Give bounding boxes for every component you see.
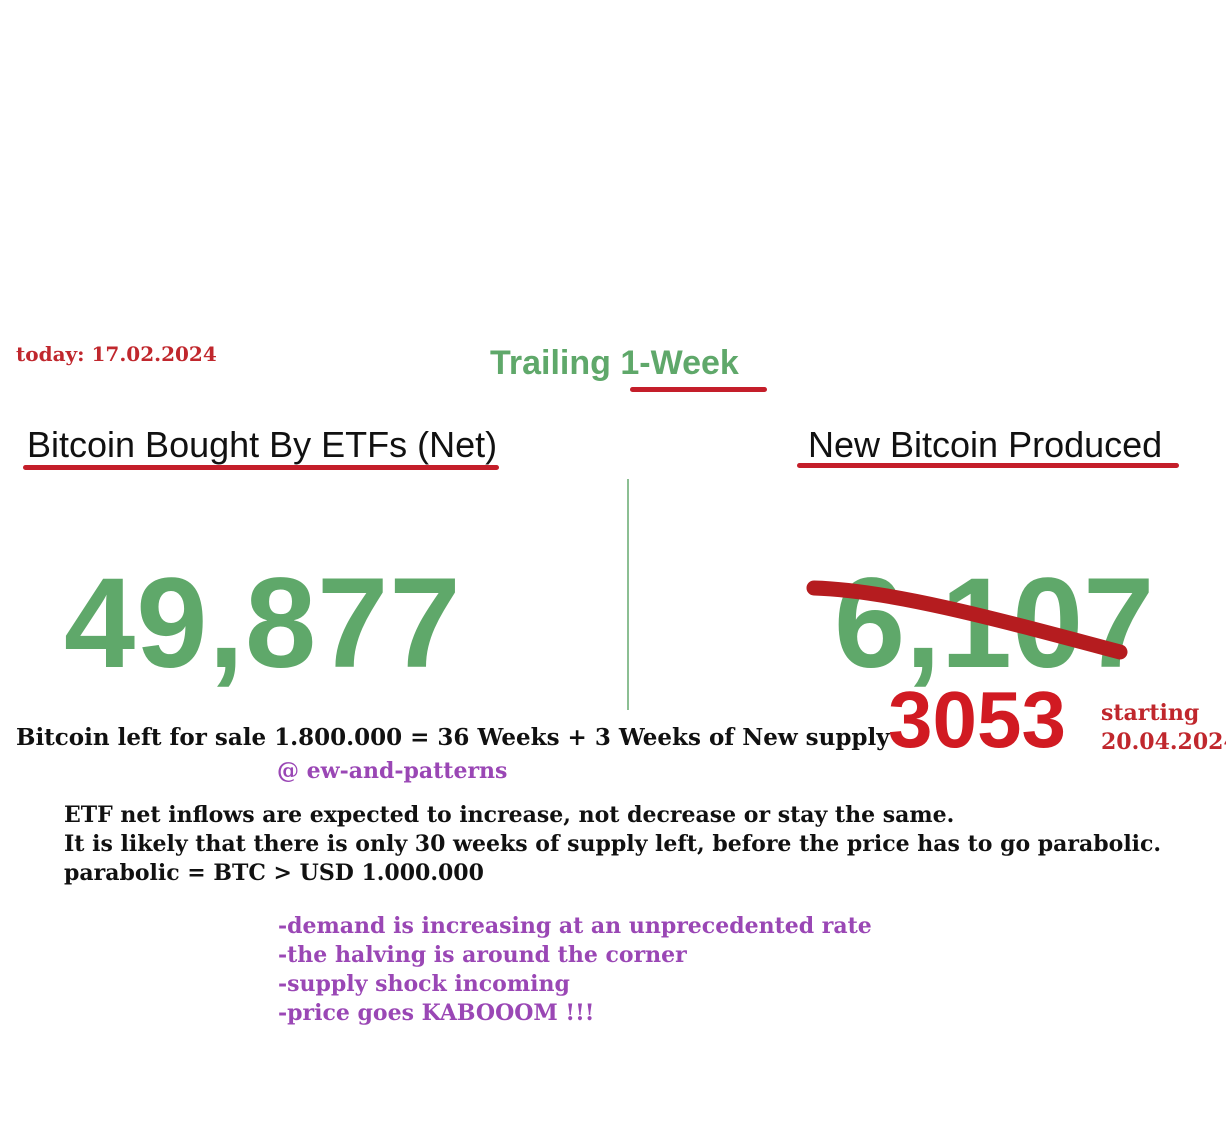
paragraph-line: ETF net inflows are expected to increase… — [64, 802, 955, 828]
etf-value: 49,877 — [64, 552, 462, 695]
paragraph-line: parabolic = BTC > USD 1.000.000 — [64, 860, 484, 886]
trailing-title: Trailing 1-Week — [490, 344, 739, 383]
trailing-prefix: Trailing — [490, 344, 621, 382]
left-for-sale-text: Bitcoin left for sale 1.800.000 = 36 Wee… — [16, 724, 890, 751]
trailing-underline — [630, 387, 767, 392]
bullet-item: -demand is increasing at an unprecedente… — [278, 913, 872, 939]
bullet-item: -the halving is around the corner — [278, 942, 687, 968]
revised-value: 3053 — [888, 675, 1066, 764]
paragraph-line: It is likely that there is only 30 weeks… — [64, 831, 1162, 857]
center-divider — [627, 479, 629, 710]
etf-underline — [23, 465, 499, 470]
starting-label: starting — [1101, 700, 1200, 726]
today-date: today: 17.02.2024 — [16, 342, 217, 366]
bullet-item: -supply shock incoming — [278, 971, 570, 997]
new-bitcoin-underline — [797, 463, 1179, 468]
etf-heading: Bitcoin Bought By ETFs (Net) — [27, 424, 498, 465]
new-bitcoin-heading: New Bitcoin Produced — [808, 424, 1163, 465]
starting-date: 20.04.2024 — [1101, 729, 1226, 755]
trailing-highlight: 1-Week — [620, 344, 739, 382]
bullet-item: -price goes KABOOOM !!! — [278, 1000, 595, 1026]
strikethrough-mark — [806, 580, 1128, 660]
author-handle: @ ew-and-patterns — [277, 758, 508, 784]
